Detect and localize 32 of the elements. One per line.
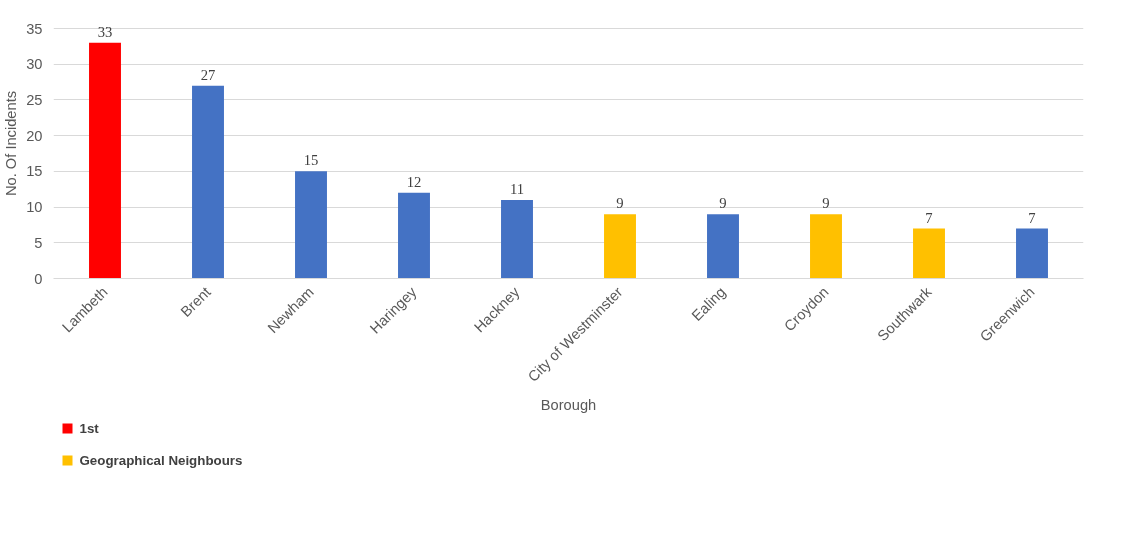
bar <box>1016 228 1048 279</box>
bar <box>913 228 945 279</box>
y-tick-label: 25 <box>26 91 43 108</box>
bar <box>604 214 636 279</box>
y-tick-label: 5 <box>34 234 43 251</box>
y-tick-label: 35 <box>26 20 43 37</box>
x-axis-title: Borough <box>540 397 597 414</box>
y-tick-label: 20 <box>26 127 43 144</box>
data-label: 9 <box>822 195 830 212</box>
y-axis-title: No. Of Incidents <box>3 90 20 197</box>
bar <box>810 214 842 279</box>
legend-label: 1st <box>79 421 100 436</box>
y-tick-label: 30 <box>26 56 43 73</box>
bar <box>295 171 327 279</box>
data-label: 7 <box>1028 209 1036 226</box>
data-label: 27 <box>200 66 216 83</box>
data-label: 33 <box>97 23 113 40</box>
bar <box>192 85 224 279</box>
bar <box>707 214 739 279</box>
y-tick-label: 15 <box>26 163 43 180</box>
bar <box>398 192 430 279</box>
data-label: 7 <box>925 209 933 226</box>
data-label: 15 <box>303 152 319 169</box>
data-label: 11 <box>509 180 525 197</box>
legend-label: Geographical Neighbours <box>79 453 243 468</box>
data-label: 9 <box>719 195 727 212</box>
bar <box>501 199 533 279</box>
y-tick-label: 0 <box>34 270 43 287</box>
data-label: 12 <box>406 173 422 190</box>
y-tick-label: 10 <box>26 199 43 216</box>
bar <box>89 42 121 279</box>
data-label: 9 <box>616 195 624 212</box>
